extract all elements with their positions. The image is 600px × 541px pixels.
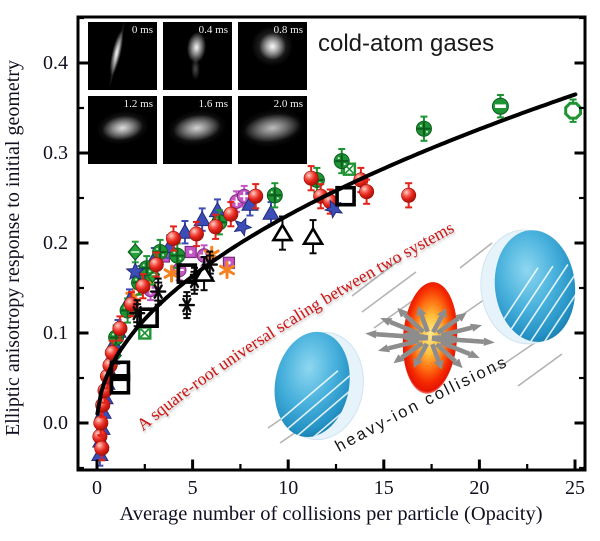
inset-panel-time-label: 0 ms	[131, 24, 153, 36]
y-tick-label: 0.1	[43, 322, 68, 344]
data-point-square-dot	[184, 245, 197, 259]
fireball-arrow	[435, 342, 463, 369]
inset-panel: 0 ms	[88, 22, 157, 90]
y-tick-label: 0.2	[43, 232, 68, 254]
fireball-arrow	[397, 307, 425, 334]
data-point-sphere	[148, 251, 164, 278]
data-point-square-x	[138, 326, 152, 340]
inset-panel: 0.4 ms	[163, 22, 232, 90]
inset-panel: 2.0 ms	[238, 96, 307, 164]
data-point-sphere	[401, 182, 417, 209]
inset-panel-time-label: 1.6 ms	[198, 98, 228, 110]
x-tick-label: 10	[278, 477, 299, 499]
data-point-circle-cross	[266, 182, 283, 209]
data-point-star5	[125, 261, 146, 281]
speed-line	[459, 242, 493, 269]
hatch-line	[539, 260, 581, 346]
data-point-sphere	[94, 435, 110, 462]
fireball-arrow	[431, 336, 457, 345]
data-point-open-octagon	[564, 98, 582, 123]
inset-panel-time-label: 1.2 ms	[123, 98, 153, 110]
inset-panel: 1.6 ms	[163, 96, 232, 164]
hatch-line	[524, 262, 581, 346]
data-point-open-square	[176, 263, 198, 284]
data-point-open-triangle	[301, 219, 325, 255]
fireball-arrow	[436, 312, 467, 335]
speed-line	[491, 341, 537, 373]
speed-line	[361, 271, 417, 313]
data-point-open-square	[109, 360, 131, 382]
speed-line	[351, 257, 403, 297]
y-tick-label: 0.3	[43, 142, 68, 164]
y-axis-title: Elliptic anisotropy response to initial …	[2, 59, 24, 437]
data-point-circle-cross	[415, 115, 432, 142]
data-point-sphere	[208, 213, 224, 240]
data-point-spider	[178, 291, 196, 320]
x-axis-title: Average number of collisions per particl…	[119, 503, 543, 525]
data-point-sphere	[165, 225, 181, 252]
fireball-arrow	[393, 341, 424, 364]
data-point-sphere	[359, 178, 375, 205]
data-point-sphere	[135, 273, 151, 300]
fireball-arrow	[413, 342, 429, 368]
inset-panel: 0.8 ms	[238, 22, 307, 90]
fireball-arrow	[416, 306, 430, 333]
data-point-star5	[233, 217, 253, 237]
fireball-arrow	[430, 343, 444, 370]
x-tick-label: 0	[92, 477, 102, 499]
data-point-triangle	[176, 220, 194, 245]
data-point-open-square	[109, 373, 131, 395]
cold-atom-image-inset: 0 ms 0.4 ms 0.8 ms 1.2 ms 1.6 ms 2.0 ms	[88, 22, 307, 164]
data-point-sphere	[248, 183, 264, 210]
fireball-arrow	[403, 334, 429, 343]
x-tick-label: 5	[187, 477, 198, 499]
y-tick-label: 0.0	[43, 412, 68, 434]
scatter-points-front	[109, 94, 582, 395]
heavy-ion-collision-illustration	[266, 229, 581, 444]
data-point-sphere	[303, 165, 319, 192]
x-tick-label: 20	[469, 477, 490, 499]
data-point-sphere	[223, 201, 239, 228]
inset-panel-time-label: 0.4 ms	[198, 24, 228, 36]
data-point-open-square	[335, 185, 356, 207]
data-point-asterisk	[219, 261, 236, 279]
speed-line	[517, 353, 563, 387]
fireball	[365, 282, 495, 394]
data-point-asterisk	[163, 264, 180, 283]
x-tick-label: 15	[373, 477, 394, 499]
cold-atom-caption: cold-atom gases	[318, 30, 495, 57]
inset-panel: 1.2 ms	[88, 96, 157, 164]
data-point-sphere	[188, 220, 204, 248]
x-tick-label: 25	[565, 477, 585, 499]
fireball-arrow	[431, 308, 447, 334]
data-point-diamond	[127, 240, 144, 264]
data-point-circle-cross	[333, 148, 350, 175]
data-point-sphere	[112, 315, 128, 342]
axes-frame	[76, 15, 587, 472]
data-point-open-square	[138, 307, 159, 329]
data-point-circle-minus	[491, 94, 509, 119]
inset-panel-time-label: 0.8 ms	[273, 24, 303, 36]
inset-panel-time-label: 2.0 ms	[273, 98, 303, 110]
y-tick-label: 0.4	[43, 52, 68, 74]
